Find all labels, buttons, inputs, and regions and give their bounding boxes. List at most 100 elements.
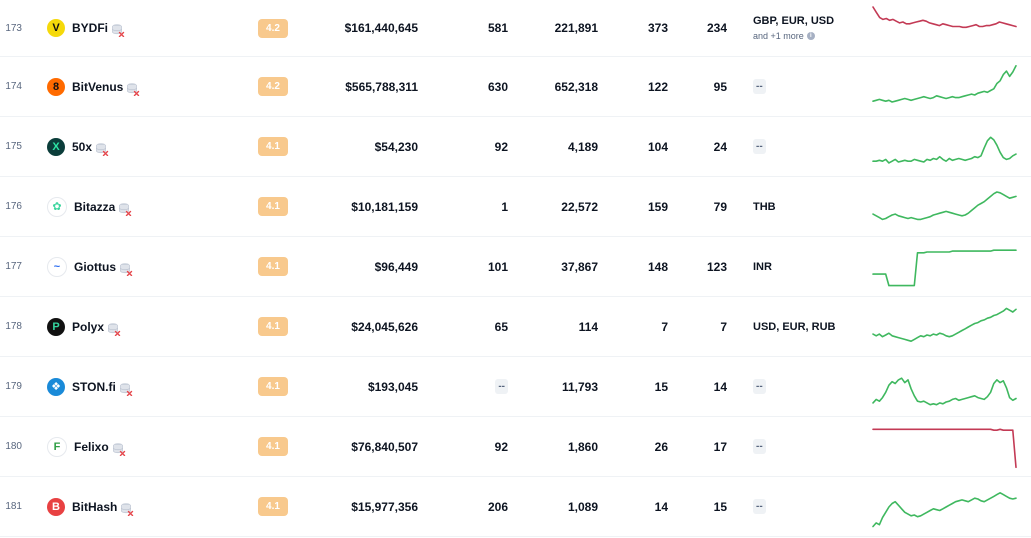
markets-value: 92 — [494, 139, 508, 154]
table-row[interactable]: 181 B BitHash 4.1 $15,977,356 206 1,089 … — [0, 477, 1031, 537]
markets-count: 206 — [430, 477, 508, 536]
fiat-supported: -- — [753, 417, 863, 476]
pairs-count: 17 — [713, 439, 727, 454]
fiat-list: INR — [753, 260, 772, 273]
markets-count: 101 — [430, 237, 508, 296]
exchange-logo-icon: ✿ — [47, 196, 67, 217]
exchange-name-cell[interactable]: ~ Giottus — [47, 237, 217, 296]
weekly-visits: 1,860 — [567, 439, 598, 454]
weekly-visits: 37,867 — [561, 259, 598, 274]
volume-24h: $76,840,507 — [351, 439, 418, 454]
score-cell: 4.2 — [258, 57, 288, 116]
fiat-supported: -- — [753, 477, 863, 536]
fiat-supported: -- — [753, 117, 863, 176]
pairs-count: 95 — [713, 79, 727, 94]
rank-number: 180 — [5, 441, 22, 452]
table-row[interactable]: 174 8 BitVenus 4.2 $565,788,311 630 652,… — [0, 57, 1031, 117]
exchange-name[interactable]: BYDFi — [72, 21, 108, 35]
volume-sparkline — [872, 307, 1017, 342]
exchange-logo-icon: B — [47, 497, 65, 516]
exchange-logo-icon: X — [47, 137, 65, 156]
weekly-visits: 22,572 — [561, 199, 598, 214]
volume-sparkline — [872, 492, 1017, 528]
volume-sparkline — [872, 136, 1017, 164]
sparkline-path — [872, 307, 1017, 342]
no-proof-of-reserves-icon[interactable] — [119, 382, 133, 396]
volume-24h: $96,449 — [374, 259, 418, 274]
score-cell: 4.1 — [258, 357, 288, 416]
fiat-supported: -- — [753, 57, 863, 116]
exchange-name[interactable]: Giottus — [74, 259, 116, 274]
info-icon[interactable]: i — [806, 32, 815, 40]
volume-sparkline — [872, 377, 1017, 406]
sparkline-path — [872, 492, 1017, 528]
markets-count: -- — [430, 357, 508, 416]
score-badge: 4.1 — [258, 257, 288, 276]
markets-count: 92 — [430, 117, 508, 176]
pairs-count: 7 — [720, 319, 727, 334]
table-row[interactable]: 178 P Polyx 4.1 $24,045,626 65 114 7 7 U… — [0, 297, 1031, 357]
exchange-name[interactable]: BitHash — [72, 499, 118, 514]
markets-count: 630 — [430, 57, 508, 116]
markets-empty-badge: -- — [495, 379, 508, 394]
exchange-name-cell[interactable]: ❖ STON.fi — [47, 357, 217, 416]
table-row[interactable]: 180 F Felixo 4.1 $76,840,507 92 1,860 26… — [0, 417, 1031, 477]
fiat-list: GBP, EUR, USD — [753, 15, 835, 27]
fiat-supported: THB — [753, 177, 863, 236]
coins-count: 104 — [647, 139, 668, 154]
no-proof-of-reserves-icon[interactable] — [126, 82, 140, 96]
exchange-name-cell[interactable]: ✿ Bitazza — [47, 177, 217, 236]
fiat-more[interactable]: and +1 more i — [753, 31, 815, 41]
no-proof-of-reserves-icon[interactable] — [95, 142, 109, 156]
exchange-name-cell[interactable]: V BYDFi — [47, 0, 217, 56]
exchange-name-cell[interactable]: P Polyx — [47, 297, 217, 356]
exchange-name-cell[interactable]: X 50x — [47, 117, 217, 176]
fiat-supported: -- — [753, 357, 863, 416]
volume-sparkline — [872, 65, 1017, 103]
exchange-name-cell[interactable]: 8 BitVenus — [47, 57, 217, 116]
fiat-more-label[interactable]: and +1 more — [753, 31, 804, 41]
no-proof-of-reserves-icon[interactable] — [119, 262, 133, 276]
score-cell: 4.1 — [258, 477, 288, 536]
table-row[interactable]: 175 X 50x 4.1 $54,230 92 4,189 104 24 -- — [0, 117, 1031, 177]
table-row[interactable]: 176 ✿ Bitazza 4.1 $10,181,159 1 22,572 1… — [0, 177, 1031, 237]
volume-sparkline — [872, 428, 1017, 469]
fiat-empty-badge: -- — [753, 79, 766, 94]
rank-number: 173 — [5, 22, 22, 34]
fiat-supported: INR — [753, 237, 863, 296]
exchange-name[interactable]: Felixo — [74, 439, 109, 454]
pairs-count: 24 — [713, 139, 727, 154]
fiat-list: USD, EUR, RUB — [753, 320, 836, 333]
exchange-name-cell[interactable]: F Felixo — [47, 417, 217, 476]
markets-count: 65 — [430, 297, 508, 356]
weekly-visits: 1,089 — [567, 499, 598, 514]
fiat-empty-badge: -- — [753, 439, 766, 454]
exchange-logo-icon: ❖ — [47, 377, 65, 396]
exchange-name[interactable]: BitVenus — [72, 79, 124, 94]
coins-count: 7 — [661, 319, 668, 334]
markets-count: 92 — [430, 417, 508, 476]
no-proof-of-reserves-icon[interactable] — [118, 202, 132, 216]
volume-24h: $54,230 — [374, 139, 418, 154]
fiat-supported: GBP, EUR, USD and +1 more i — [753, 0, 863, 56]
exchange-name[interactable]: STON.fi — [72, 379, 116, 394]
score-badge: 4.1 — [258, 497, 288, 516]
exchange-name-cell[interactable]: B BitHash — [47, 477, 217, 536]
no-proof-of-reserves-icon[interactable] — [112, 442, 126, 456]
markets-value: 630 — [487, 79, 508, 94]
no-proof-of-reserves-icon[interactable] — [107, 322, 121, 336]
volume-24h: $24,045,626 — [351, 319, 418, 334]
exchange-logo-icon: V — [47, 19, 65, 37]
markets-count: 1 — [430, 177, 508, 236]
exchange-name[interactable]: Polyx — [72, 319, 105, 334]
table-row[interactable]: 179 ❖ STON.fi 4.1 $193,045 -- 11,793 15 … — [0, 357, 1031, 417]
no-proof-of-reserves-icon[interactable] — [120, 502, 134, 516]
no-proof-of-reserves-icon[interactable] — [111, 23, 125, 37]
volume-24h: $161,440,645 — [344, 21, 418, 35]
exchange-name[interactable]: Bitazza — [74, 199, 116, 214]
exchange-name[interactable]: 50x — [72, 139, 93, 154]
table-row[interactable]: 173 V BYDFi 4.2 $161,440,645 581 221,891… — [0, 0, 1031, 57]
table-row[interactable]: 177 ~ Giottus 4.1 $96,449 101 37,867 148… — [0, 237, 1031, 297]
volume-24h: $10,181,159 — [351, 199, 418, 214]
